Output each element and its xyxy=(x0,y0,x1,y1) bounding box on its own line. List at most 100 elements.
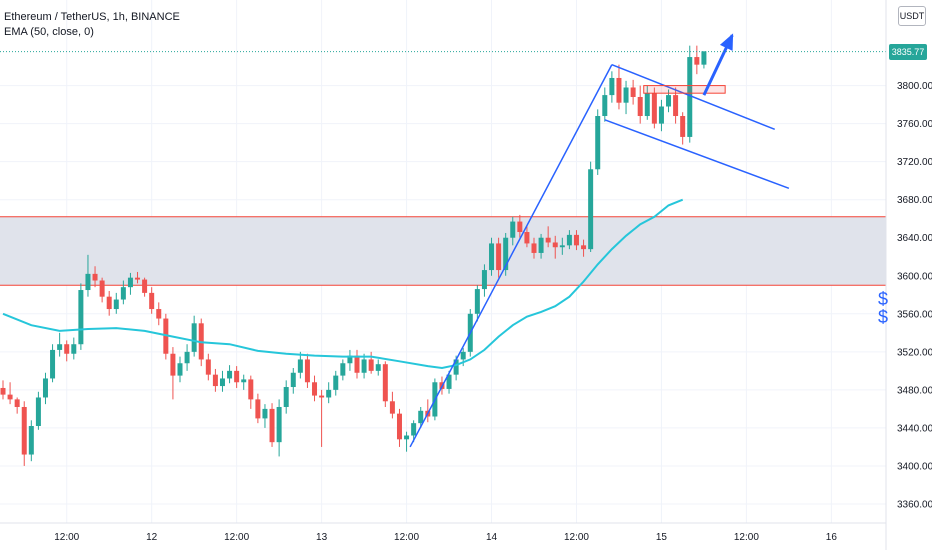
candle-body xyxy=(630,87,636,97)
trendline xyxy=(611,63,775,131)
time-axis[interactable]: 12:00 12 12:00 13 12:00 14 12:00 15 12:00 16 xyxy=(54,532,837,543)
candlestick-series xyxy=(0,45,707,466)
candle xyxy=(297,351,303,379)
candle xyxy=(644,85,650,120)
candle-body xyxy=(595,116,601,170)
candle xyxy=(156,302,162,326)
candle-body xyxy=(616,77,622,103)
candle xyxy=(255,393,261,424)
symbol-title[interactable]: Ethereum / TetherUS, 1h, BINANCE xyxy=(4,11,180,23)
candle-body xyxy=(177,363,183,376)
candle xyxy=(135,271,141,284)
candle xyxy=(609,71,615,103)
candle-body xyxy=(78,290,84,345)
candle-body xyxy=(319,395,325,398)
candle xyxy=(701,51,707,69)
candle-body xyxy=(276,406,282,443)
time-tick-label: 14 xyxy=(486,532,498,543)
candle-body xyxy=(559,245,565,248)
candle-body xyxy=(99,280,105,297)
candle-body xyxy=(269,408,275,443)
candle-body xyxy=(234,370,240,383)
candle-body xyxy=(347,355,353,364)
candle-body xyxy=(255,399,261,419)
currency-unit-button[interactable]: USDT xyxy=(898,6,926,26)
price-axis[interactable]: 3360.00 3400.00 3440.00 3480.00 3520.00 3560.… xyxy=(897,81,932,510)
candle-body xyxy=(368,359,374,371)
candle xyxy=(531,237,537,259)
candle xyxy=(227,365,233,384)
candle-body xyxy=(333,375,339,390)
candle xyxy=(184,344,190,371)
candle xyxy=(78,283,84,350)
candle xyxy=(382,361,388,407)
candle-body xyxy=(184,351,190,364)
candle xyxy=(481,264,487,297)
candle-body xyxy=(666,95,672,107)
candle xyxy=(658,99,664,132)
arrow-head xyxy=(719,33,734,51)
candle xyxy=(149,287,155,314)
candle-body xyxy=(21,406,27,455)
time-tick-label: 12:00 xyxy=(734,532,759,543)
candle-body xyxy=(609,77,615,96)
candle xyxy=(106,290,112,316)
candle xyxy=(396,408,402,447)
candle-body xyxy=(701,51,707,65)
candle-body xyxy=(0,387,6,395)
currency-icon[interactable]: $ $ xyxy=(878,289,888,327)
time-tick-label: 15 xyxy=(656,532,668,543)
candle xyxy=(510,216,516,246)
candle-body xyxy=(453,359,459,375)
candle-body xyxy=(304,359,310,383)
candle-body xyxy=(113,299,119,310)
indicator-title[interactable]: EMA (50, close, 0) xyxy=(4,26,94,38)
candle-body xyxy=(205,359,211,375)
candle xyxy=(474,285,480,322)
candle-body xyxy=(573,234,579,246)
candle-body xyxy=(142,279,148,293)
candle-body xyxy=(170,353,176,376)
candle xyxy=(538,233,544,259)
candle-body xyxy=(510,221,516,238)
candle-body xyxy=(375,364,381,371)
candle xyxy=(120,280,126,305)
candle xyxy=(368,351,374,374)
candle xyxy=(212,368,218,392)
target-arrow xyxy=(702,33,734,96)
candle-body xyxy=(212,374,218,387)
price-tick-label: 3520.00 xyxy=(897,347,932,358)
candle xyxy=(290,368,296,394)
candle-body xyxy=(262,408,268,419)
candle xyxy=(517,214,523,238)
candle-body xyxy=(623,87,629,103)
candle-body xyxy=(135,277,141,280)
chart-legend: Ethereum / TetherUS, 1h, BINANCE EMA (50… xyxy=(4,10,180,40)
candle xyxy=(616,64,622,110)
candle-body xyxy=(106,296,112,310)
candle-body xyxy=(50,349,56,379)
candle xyxy=(404,431,410,452)
candle xyxy=(333,370,339,396)
candle-body xyxy=(227,370,233,379)
svg-text:$: $ xyxy=(878,289,888,309)
candle xyxy=(262,404,268,428)
price-tick-label: 3600.00 xyxy=(897,271,932,282)
candle-body xyxy=(312,382,318,396)
candle-body xyxy=(297,359,303,373)
candle xyxy=(92,266,98,288)
candle xyxy=(694,45,700,75)
candle xyxy=(347,349,353,371)
candle-body xyxy=(637,96,643,117)
candle xyxy=(559,237,565,255)
candle-body xyxy=(354,355,360,373)
candle-body xyxy=(248,379,254,400)
svg-text:$: $ xyxy=(878,307,888,327)
candle-body xyxy=(545,237,551,243)
candle xyxy=(630,79,636,105)
candle xyxy=(326,382,332,404)
candle xyxy=(411,420,417,443)
candle-body xyxy=(524,232,530,244)
candle-body xyxy=(658,106,664,124)
